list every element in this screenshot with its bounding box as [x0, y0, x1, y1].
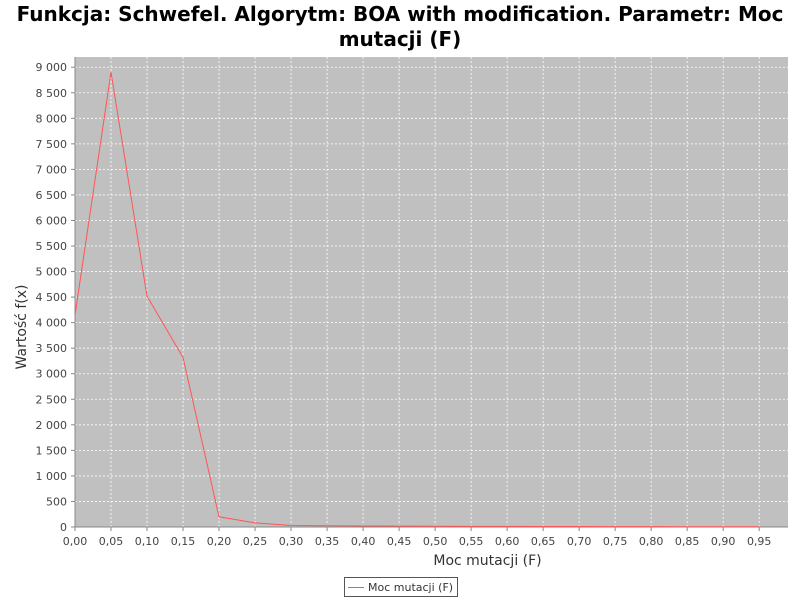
y-tick-label: 2 000	[36, 419, 68, 432]
y-tick-label: 3 500	[36, 342, 68, 355]
x-tick-label: 0,35	[315, 535, 340, 548]
x-tick-label: 0,60	[495, 535, 520, 548]
series-line-0	[74, 72, 760, 528]
y-tick-label: 4 000	[36, 317, 68, 330]
x-tick-label: 0,70	[567, 535, 592, 548]
y-tick-label: 4 500	[36, 291, 68, 304]
y-tick-label: 8 000	[36, 112, 68, 125]
y-tick-label: 7 500	[36, 138, 68, 151]
x-tick-label: 0,50	[423, 535, 448, 548]
x-tick-label: 0,45	[387, 535, 412, 548]
y-tick-label: 5 500	[36, 240, 68, 253]
legend: Moc mutacji (F)	[344, 577, 459, 597]
legend-label: Moc mutacji (F)	[368, 580, 454, 594]
x-axis-label: Moc mutacji (F)	[433, 553, 541, 569]
y-axis-label: Wartość f(x)	[14, 285, 30, 370]
y-tick-label: 500	[46, 495, 67, 508]
grid-lines	[75, 57, 788, 527]
y-tick-label: 7 000	[36, 163, 68, 176]
series-layer	[74, 72, 760, 528]
x-tick-label: 0,65	[531, 535, 556, 548]
chart-title: Funkcja: Schwefel. Algorytm: BOA with mo…	[16, 2, 784, 51]
x-tick-label: 0,55	[459, 535, 484, 548]
x-tick-label: 0,90	[711, 535, 736, 548]
x-tick-label: 0,25	[243, 535, 268, 548]
x-tick-label: 0,75	[603, 535, 628, 548]
x-tick-label: 0,80	[639, 535, 664, 548]
y-tick-label: 9 000	[36, 61, 68, 74]
legend-swatch	[348, 586, 364, 588]
y-tick-label: 3 000	[36, 368, 68, 381]
x-tick-label: 0,85	[675, 535, 700, 548]
x-tick-label: 0,95	[747, 535, 772, 548]
plot-area	[75, 57, 788, 527]
y-tick-label: 8 500	[36, 87, 68, 100]
tick-labels: 0 500 1 000 1 500 2 000 2 500 3 000 3 500 4 000 4…	[36, 61, 772, 548]
x-tick-label: 0,20	[207, 535, 232, 548]
x-tick-label: 0,30	[279, 535, 304, 548]
x-tick-label: 0,00	[63, 535, 88, 548]
x-tick-label: 0,40	[351, 535, 376, 548]
y-tick-label: 2 500	[36, 393, 68, 406]
x-tick-label: 0,10	[135, 535, 160, 548]
y-tick-label: 0	[60, 521, 67, 534]
x-tick-label: 0,15	[171, 535, 196, 548]
y-tick-label: 5 000	[36, 266, 68, 279]
y-tick-label: 1 000	[36, 470, 68, 483]
x-tick-label: 0,05	[99, 535, 124, 548]
y-tick-label: 6 500	[36, 189, 68, 202]
y-tick-label: 1 500	[36, 444, 68, 457]
y-tick-label: 6 000	[36, 214, 68, 227]
